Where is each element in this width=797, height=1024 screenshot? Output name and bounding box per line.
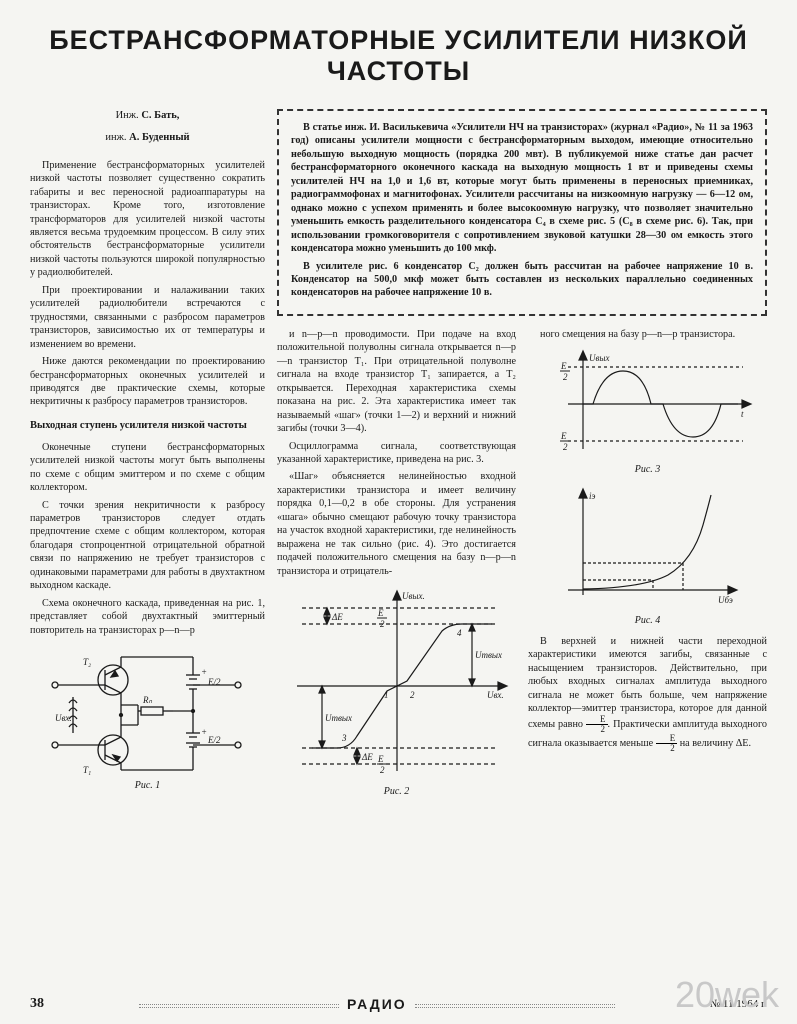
article-title: БЕСТРАНСФОРМАТОРНЫЕ УСИЛИТЕЛИ НИЗКОЙ ЧАС…	[30, 25, 767, 87]
fig1-label-t1: T₁	[83, 765, 91, 775]
figure-3: Uвых t E2 E2 Рис. 3	[528, 349, 767, 476]
col2-para1: и n—p—n проводимости. При подаче на вход…	[277, 328, 516, 436]
fig2-de-top: ΔE	[331, 612, 343, 622]
col1-para3: Ниже даются рекомендации по проектирован…	[30, 355, 265, 409]
col1-para2: При проектировании и налаживании таких у…	[30, 284, 265, 351]
authors-block: Инж. С. Бать, инж. А. Буденный	[30, 109, 265, 145]
fig3-t: t	[741, 409, 744, 419]
fig2-um-top: Uтвых	[475, 650, 502, 660]
figure-4: iэ Uбэ Рис. 4	[528, 485, 767, 627]
watermark: 20wek	[675, 974, 779, 1016]
svg-text:E: E	[560, 361, 567, 371]
svg-text:2: 2	[380, 619, 385, 629]
col3-para2: В верхней и нижней части переходной хара…	[528, 635, 767, 754]
col3-para1: ного смещения на базу p—n—p транзистора.	[528, 328, 767, 341]
author1-prefix: Инж.	[116, 110, 139, 121]
col1-subhead: Выходная ступень усилителя низкой частот…	[30, 419, 265, 433]
author2-prefix: инж.	[105, 132, 126, 143]
svg-text:E: E	[377, 754, 384, 764]
fig4-caption: Рис. 4	[528, 614, 767, 627]
fig4-ie: iэ	[589, 491, 596, 501]
fig2-pt1: 1	[384, 690, 389, 700]
author1-name: С. Бать,	[141, 110, 179, 121]
column-1: Инж. С. Бать, инж. А. Буденный Применени…	[30, 109, 265, 806]
svg-text:E: E	[560, 431, 567, 441]
page-number: 38	[30, 996, 44, 1012]
col1-para1: Применение бестрансформаторных усилителе…	[30, 159, 265, 280]
svg-text:+: +	[201, 727, 207, 737]
figure-1: T₂ T₁ Rₙ Uвх. E/2 E/2 + + Рис. 1	[30, 645, 265, 792]
fig2-pt4: 4	[457, 628, 462, 638]
svg-text:E: E	[377, 608, 384, 618]
column-2: и n—p—n проводимости. При подаче на вход…	[277, 328, 516, 806]
figure-2: Uвых. Uвх. E2 E2 ΔE ΔE Uтвых Uтвых 1 2 3…	[277, 586, 516, 798]
fig2-pt3: 3	[341, 733, 347, 743]
svg-text:+: +	[201, 667, 207, 677]
svg-text:2: 2	[563, 372, 568, 382]
fig1-label-uvx: Uвх.	[55, 713, 72, 723]
svg-text:2: 2	[563, 442, 568, 452]
fig2-caption: Рис. 2	[277, 785, 516, 798]
fig1-label-e2b: E/2	[207, 735, 221, 745]
right-block: В статье инж. И. Василькевича «Усилители…	[277, 109, 767, 806]
page-footer: 38 РАДИО № 11 1964 г.	[30, 996, 767, 1012]
fig1-label-t2: T₂	[83, 657, 91, 667]
boxed-para2: В усилителе рис. 6 конденсатор C₂ должен…	[291, 260, 753, 300]
magazine-name: РАДИО	[347, 996, 407, 1012]
boxed-abstract: В статье инж. И. Василькевича «Усилители…	[277, 109, 767, 316]
fig2-uvx: Uвх.	[487, 690, 504, 700]
col1-para5: С точки зрения некритичности к разбросу …	[30, 499, 265, 593]
col1-para4: Оконечные ступени бестрансформаторных ус…	[30, 441, 265, 495]
author2-name: А. Буденный	[129, 132, 189, 143]
col2-para2: Осциллограмма сигнала, соответствующая у…	[277, 440, 516, 467]
fig3-uvyx: Uвых	[589, 353, 610, 363]
fig1-caption: Рис. 1	[30, 779, 265, 792]
col1-para6: Схема оконечного каскада, приведенная на…	[30, 597, 265, 637]
fig4-ube: Uбэ	[718, 595, 733, 605]
fig2-uvyx: Uвых.	[402, 591, 425, 601]
column-3: ного смещения на базу p—n—p транзистора.	[528, 328, 767, 806]
fig1-label-rn: Rₙ	[142, 695, 152, 705]
article-body: Инж. С. Бать, инж. А. Буденный Применени…	[30, 109, 767, 806]
boxed-para1: В статье инж. И. Василькевича «Усилители…	[291, 121, 753, 256]
fig2-de-bot: ΔE	[361, 752, 373, 762]
fig1-label-e2a: E/2	[207, 677, 221, 687]
fig3-caption: Рис. 3	[528, 463, 767, 476]
svg-text:2: 2	[380, 765, 385, 775]
fig2-pt2: 2	[410, 690, 415, 700]
col2-para3: «Шаг» объясняется нелинейностью входной …	[277, 470, 516, 578]
fig2-um-bot: Uтвых	[325, 713, 352, 723]
